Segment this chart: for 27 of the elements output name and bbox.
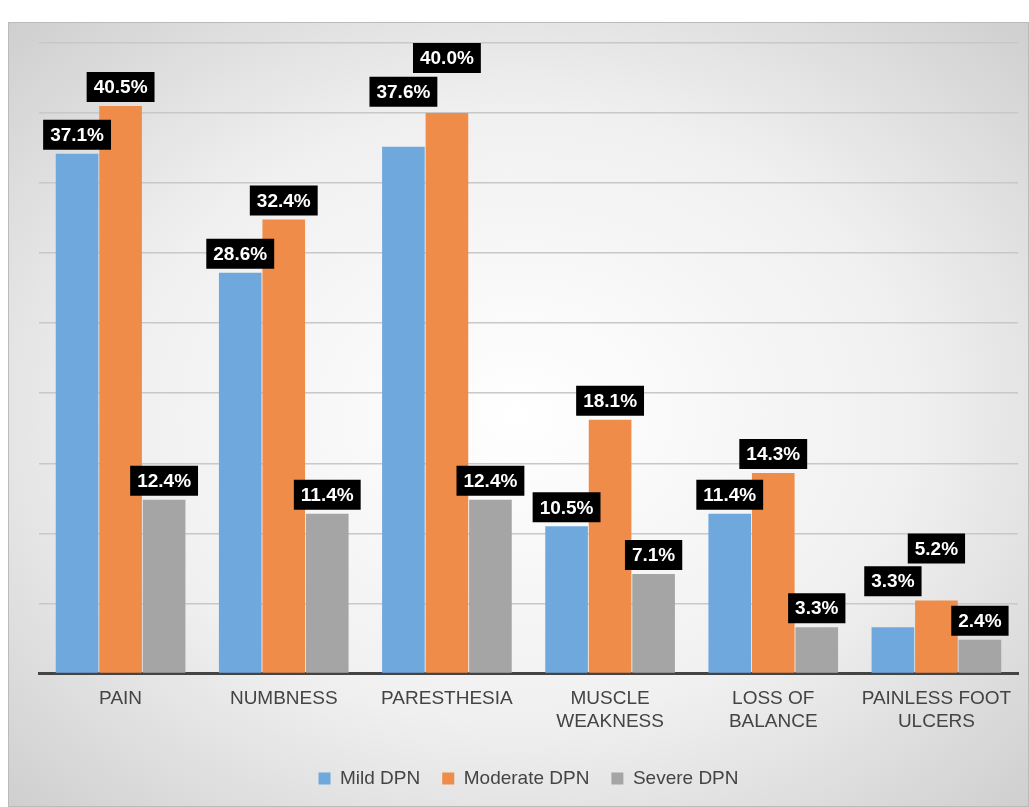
data-label: 10.5%: [539, 496, 594, 518]
data-label: 28.6%: [213, 242, 268, 264]
data-label: 3.3%: [871, 570, 915, 592]
data-label: 40.5%: [93, 76, 148, 98]
data-label: 12.4%: [137, 469, 192, 491]
x-tick-label: PAINLESS FOOT ULCERS: [861, 687, 1012, 731]
legend-label: Moderate DPN: [463, 766, 590, 788]
x-tick-label: LOSS OF BALANCE: [728, 687, 818, 731]
data-label: 7.1%: [631, 544, 676, 566]
data-label: 3.3%: [795, 597, 839, 619]
data-label: 5.2%: [914, 537, 959, 559]
x-tick-label: PARESTHESIA: [381, 687, 514, 709]
data-label: 12.4%: [463, 469, 518, 491]
data-label: 18.1%: [583, 390, 638, 412]
legend-label: Severe DPN: [632, 766, 739, 788]
x-tick-label: MUSCLE WEAKNESS: [556, 687, 664, 731]
data-label: 37.6%: [376, 80, 431, 102]
data-label: 11.4%: [300, 483, 354, 505]
data-label: 14.3%: [746, 443, 801, 465]
data-label: 2.4%: [958, 610, 1002, 632]
data-label: 40.0%: [419, 47, 474, 69]
x-tick-label: PAIN: [99, 687, 143, 709]
x-tick-label: NUMBNESS: [229, 687, 338, 709]
data-label: 32.4%: [256, 189, 311, 211]
data-label: 11.4%: [703, 483, 757, 505]
data-label: 37.1%: [50, 123, 105, 145]
legend-label: Mild DPN: [340, 766, 421, 788]
